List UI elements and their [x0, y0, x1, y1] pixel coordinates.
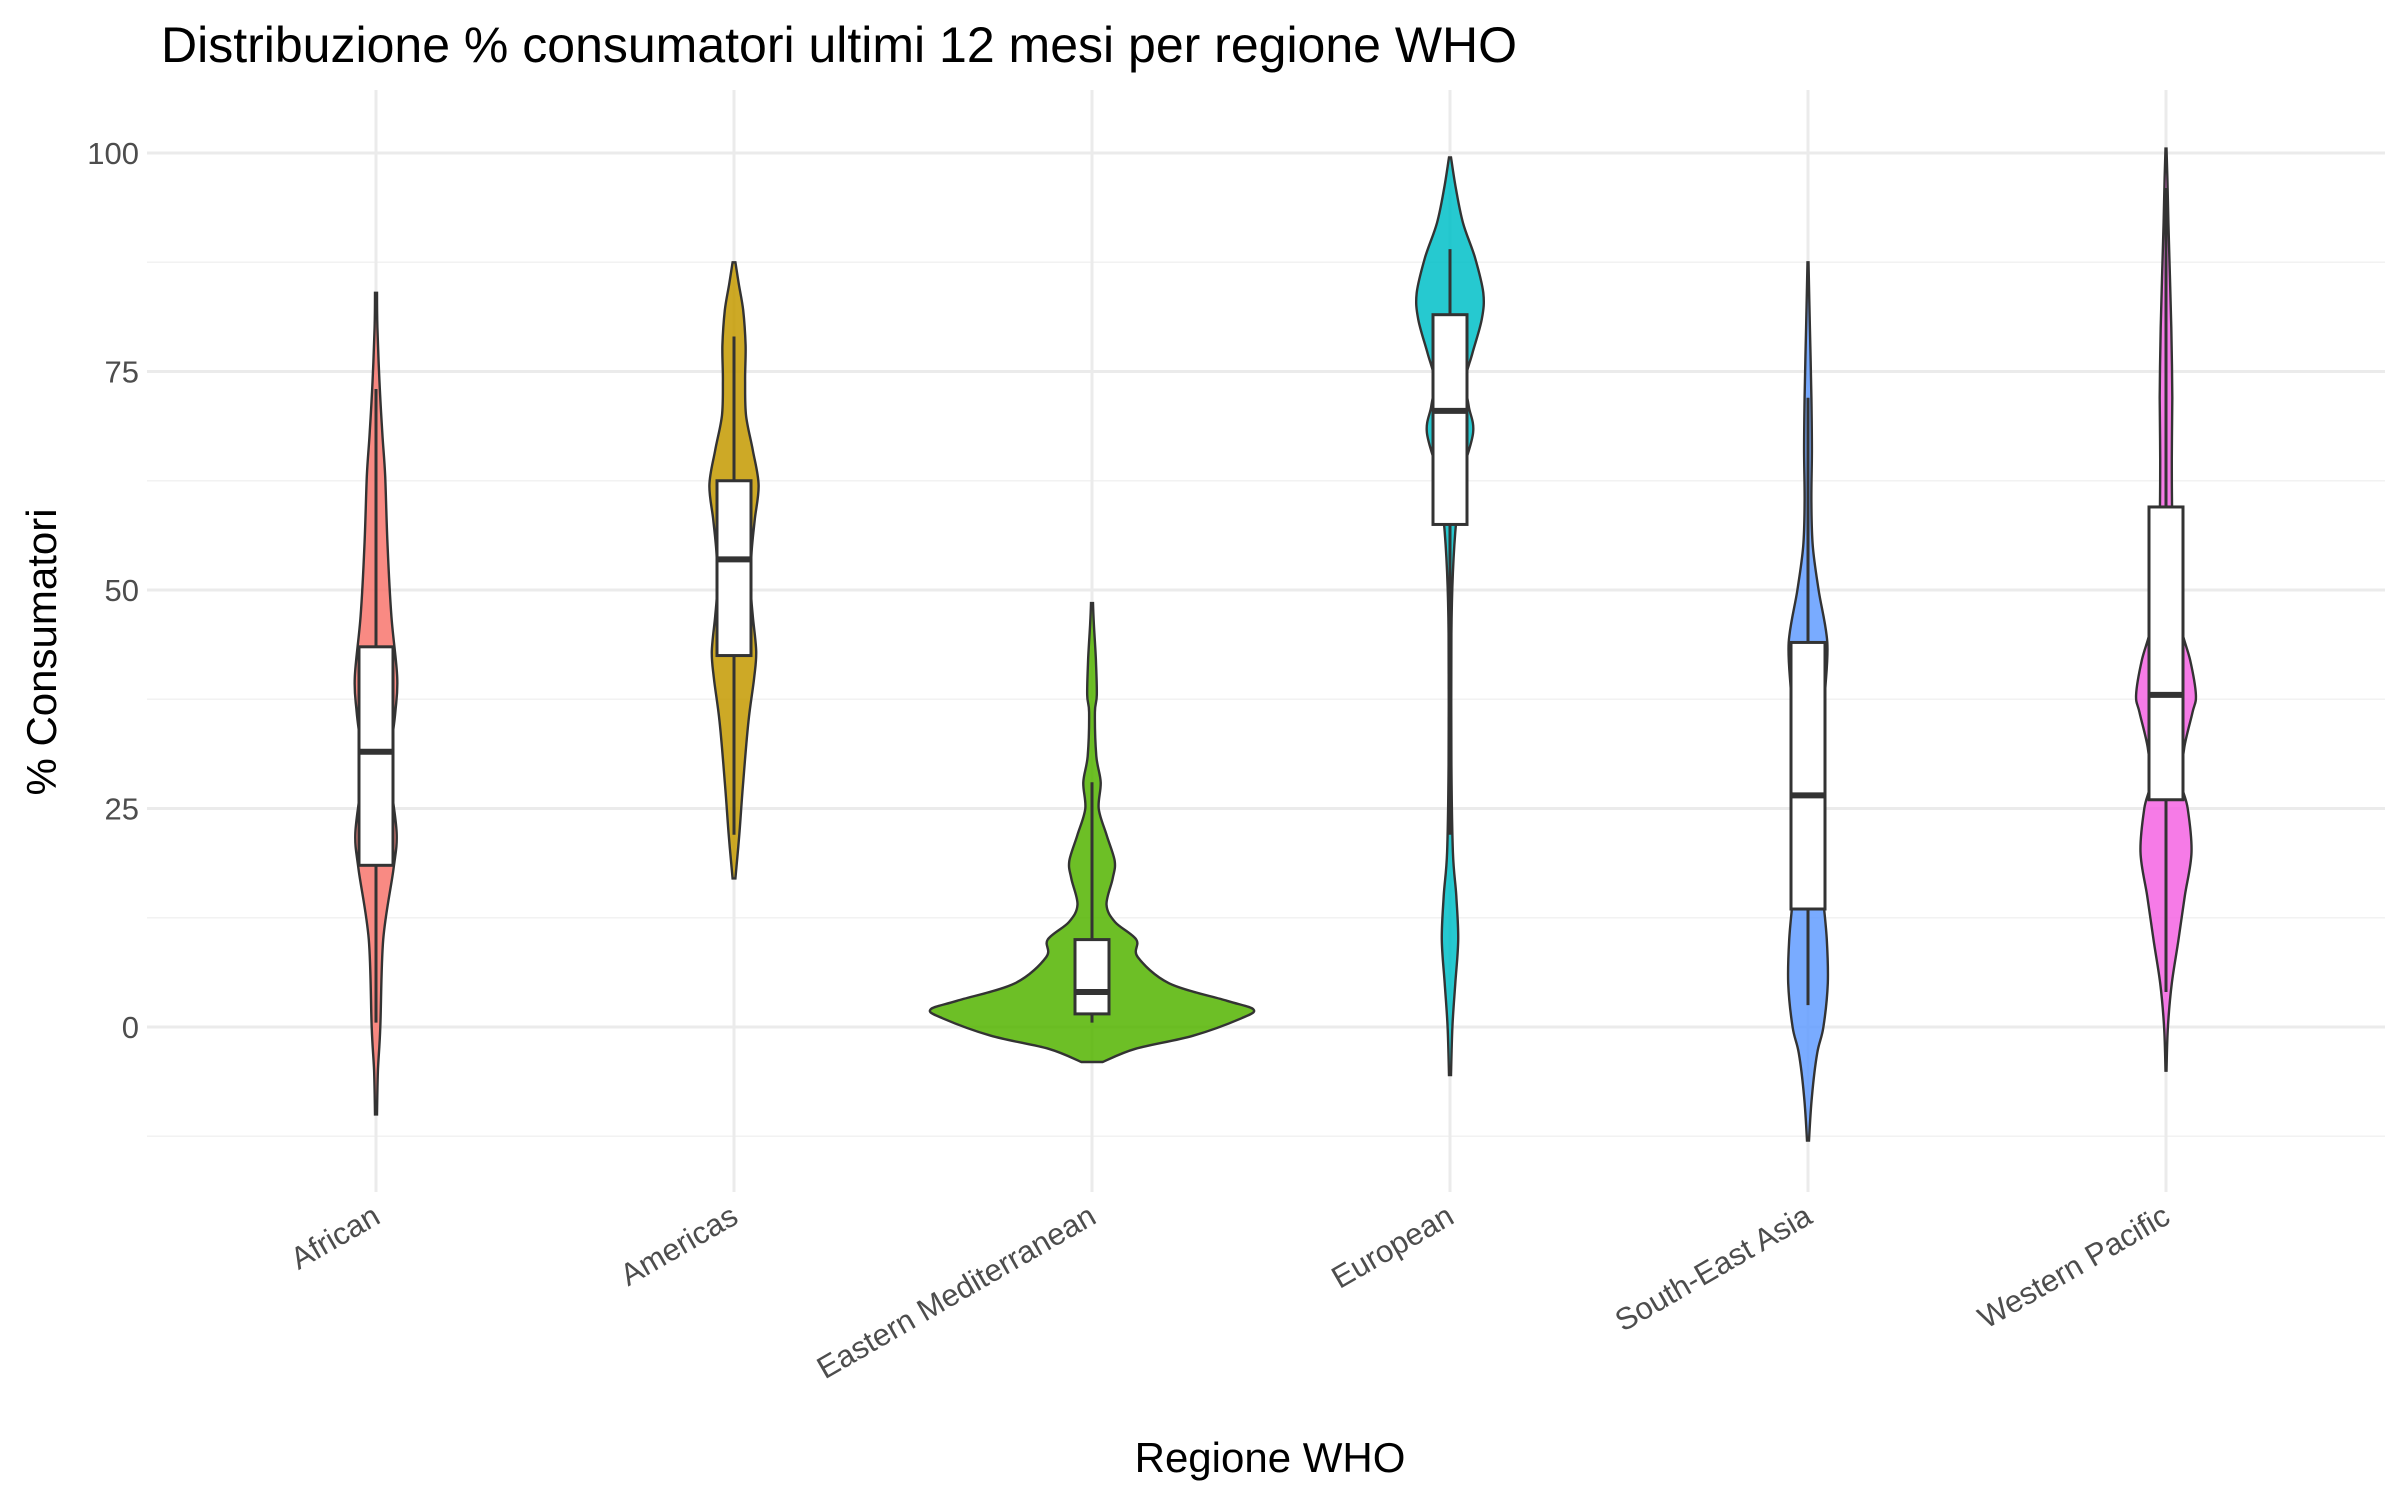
box-iqr: [715, 479, 753, 658]
x-tick-label: European: [1326, 1198, 1460, 1296]
x-tick-label: Eastern Mediterranean: [811, 1198, 1102, 1386]
x-tick-label: African: [284, 1198, 385, 1277]
box-iqr: [2147, 505, 2185, 802]
x-axis-ticks: African Americas Eastern Mediterranean Euro…: [284, 1197, 2175, 1385]
x-tick-label: Americas: [614, 1198, 743, 1293]
grid-lines: [147, 90, 2385, 1192]
y-tick-label: 25: [105, 792, 139, 827]
y-tick-label: 50: [105, 573, 139, 608]
box-iqr: [1789, 640, 1827, 911]
chart-title: Distribuzione % consumatori ultimi 12 me…: [161, 17, 1517, 73]
boxplots: [357, 187, 2185, 1023]
box-iqr: [357, 645, 395, 867]
y-tick-label: 75: [105, 355, 139, 390]
violins: [353, 147, 2198, 1142]
y-tick-label: 0: [122, 1010, 139, 1045]
x-tick-label: Western Pacific: [1972, 1198, 2176, 1336]
y-axis-title: % Consumatori: [18, 508, 65, 795]
box-iqr: [1431, 313, 1469, 526]
y-tick-label: 100: [87, 136, 139, 171]
y-axis-ticks: 0 25 50 75 100: [87, 136, 139, 1045]
x-tick-label: South-East Asia: [1609, 1197, 1818, 1338]
x-axis-title: Regione WHO: [1135, 1434, 1406, 1481]
box-iqr: [1073, 938, 1111, 1016]
